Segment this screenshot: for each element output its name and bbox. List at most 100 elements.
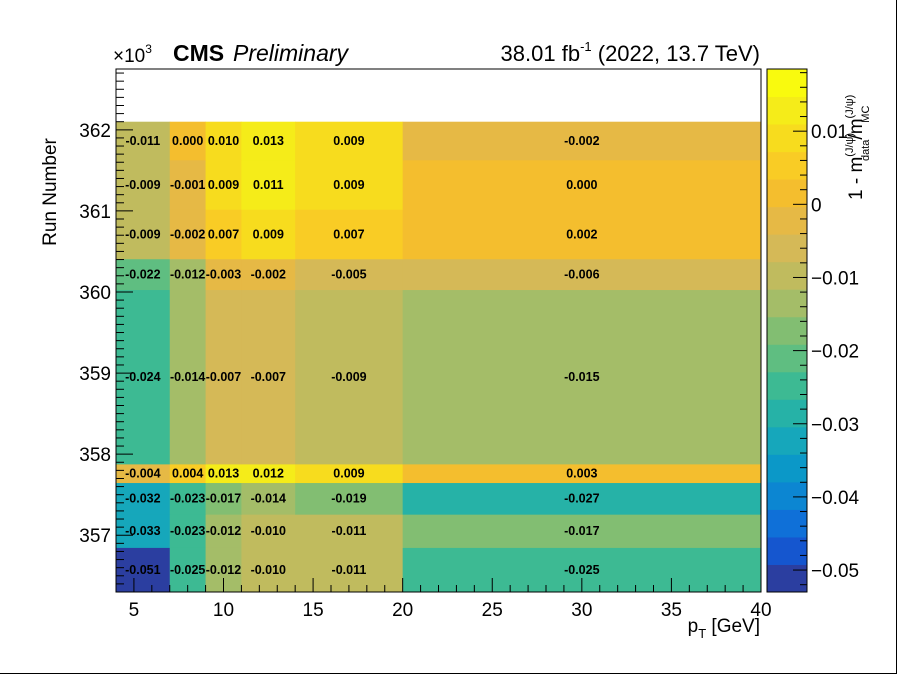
y-tick-label: 358 bbox=[79, 445, 111, 466]
cell-value-label: -0.003 bbox=[206, 267, 241, 281]
color-bar-segment bbox=[767, 179, 807, 208]
x-axis: 5 10 15 20 25 30 35 40 bbox=[115, 578, 772, 621]
heatmap-cell bbox=[169, 547, 207, 593]
cell-value-label: -0.032 bbox=[125, 492, 160, 506]
cell-value-label: -0.011 bbox=[332, 563, 367, 577]
heatmap-cell bbox=[116, 209, 171, 260]
x-tick-label: 30 bbox=[571, 600, 592, 621]
heatmap-cell bbox=[205, 463, 242, 484]
heatmap-cell bbox=[169, 258, 207, 291]
x-tick-label: 10 bbox=[213, 600, 234, 621]
color-bar-segment bbox=[767, 206, 807, 235]
color-bar-segment bbox=[767, 454, 807, 483]
cell-value-label: 0.004 bbox=[172, 467, 203, 481]
heatmap-cell bbox=[241, 514, 296, 548]
cell-value-label: -0.025 bbox=[170, 563, 205, 577]
heatmap-cell bbox=[116, 159, 171, 210]
z-tick-label: −0.04 bbox=[811, 488, 860, 509]
heatmap-cell bbox=[205, 209, 242, 260]
cell-value-label: -0.009 bbox=[125, 227, 160, 241]
heatmap-cell bbox=[116, 547, 171, 593]
x-tick-label: 35 bbox=[661, 600, 682, 621]
heatmap-cell bbox=[169, 463, 207, 484]
cell-value-label: 0.010 bbox=[208, 134, 239, 148]
cell-value-label: -0.011 bbox=[332, 524, 367, 538]
cell-value-label: -0.033 bbox=[125, 524, 160, 538]
heatmap-cell bbox=[241, 289, 296, 465]
x-tick-label: 25 bbox=[482, 600, 503, 621]
color-bar-segment bbox=[767, 564, 807, 593]
experiment-label: CMS bbox=[173, 40, 224, 66]
y-tick-label: 362 bbox=[79, 121, 111, 142]
z-tick-label: −0.03 bbox=[811, 415, 859, 436]
z-tick-label: 0 bbox=[811, 195, 822, 216]
heatmap-cell bbox=[116, 289, 171, 465]
cell-value-label: -0.023 bbox=[170, 492, 205, 506]
cell-value-label: -0.005 bbox=[331, 267, 366, 281]
x-tick-label: 15 bbox=[303, 600, 324, 621]
heatmap-cell bbox=[402, 289, 762, 465]
heatmap-cell bbox=[116, 258, 171, 291]
heatmap-cell bbox=[295, 514, 404, 548]
heatmap-cell bbox=[169, 209, 207, 260]
cell-value-label: -0.051 bbox=[125, 563, 160, 577]
color-bar-segment bbox=[767, 289, 807, 318]
cell-value-label: -0.011 bbox=[125, 134, 160, 148]
cell-value-label: -0.006 bbox=[564, 267, 599, 281]
cell-value-label: -0.022 bbox=[125, 267, 160, 281]
y-tick-label: 357 bbox=[79, 526, 111, 547]
color-bar-segment bbox=[767, 399, 807, 428]
cell-value-label: -0.027 bbox=[564, 492, 599, 506]
cell-value-label: -0.025 bbox=[564, 563, 599, 577]
cell-value-label: 0.009 bbox=[333, 467, 364, 481]
heatmap-cell bbox=[241, 121, 296, 161]
heatmap-cell-labels: -0.051 -0.025 -0.012 -0.010 -0.011 -0.025-0.0… bbox=[125, 134, 599, 577]
heatmap-cell bbox=[169, 159, 207, 210]
cell-value-label: 0.009 bbox=[253, 227, 284, 241]
heatmap-cell bbox=[205, 514, 242, 548]
cell-value-label: -0.004 bbox=[125, 467, 160, 481]
z-tick-label: 0.01 bbox=[811, 122, 848, 143]
color-bar-segment bbox=[767, 124, 807, 153]
heatmap-cell bbox=[402, 482, 762, 515]
cell-value-label: -0.017 bbox=[564, 524, 599, 538]
heatmap-cell bbox=[295, 463, 404, 484]
heatmap-cell bbox=[169, 289, 207, 465]
heatmap-cells bbox=[116, 121, 762, 593]
heatmap-cell bbox=[241, 463, 296, 484]
cell-value-label: -0.014 bbox=[170, 370, 205, 384]
cell-value-label: 0.013 bbox=[253, 134, 284, 148]
cell-value-label: 0.009 bbox=[333, 178, 364, 192]
heatmap-cell bbox=[205, 159, 242, 210]
cell-value-label: -0.010 bbox=[251, 563, 286, 577]
cell-value-label: -0.009 bbox=[125, 178, 160, 192]
cell-value-label: 0.012 bbox=[253, 467, 284, 481]
cell-value-label: 0.000 bbox=[172, 134, 203, 148]
heatmap-cell bbox=[402, 209, 762, 260]
heatmap-cell bbox=[402, 258, 762, 291]
cell-value-label: -0.010 bbox=[251, 524, 286, 538]
heatmap-cell bbox=[169, 514, 207, 548]
cell-value-label: -0.017 bbox=[206, 492, 241, 506]
heatmap-cell bbox=[402, 159, 762, 210]
color-bar-segment bbox=[767, 509, 807, 538]
cell-value-label: -0.012 bbox=[206, 524, 241, 538]
color-bar-segment bbox=[767, 96, 807, 125]
cell-value-label: -0.019 bbox=[331, 492, 366, 506]
cell-value-label: -0.012 bbox=[206, 563, 241, 577]
heatmap-cell bbox=[205, 289, 242, 465]
cell-value-label: -0.007 bbox=[206, 370, 241, 384]
heatmap-cell bbox=[295, 289, 404, 465]
y-tick-label: 360 bbox=[79, 283, 111, 304]
heatmap-cell bbox=[402, 121, 762, 161]
y-axis-title: Run Number bbox=[40, 137, 61, 245]
heatmap-cell bbox=[169, 482, 207, 515]
color-bar bbox=[767, 69, 807, 593]
heatmap-cell bbox=[241, 258, 296, 291]
cell-value-label: -0.002 bbox=[170, 227, 205, 241]
y-axis: 357 358 359 360 361 362 bbox=[79, 72, 133, 593]
cell-value-label: 0.002 bbox=[566, 227, 597, 241]
color-bar-segment bbox=[767, 481, 807, 510]
cell-value-label: -0.015 bbox=[564, 370, 599, 384]
